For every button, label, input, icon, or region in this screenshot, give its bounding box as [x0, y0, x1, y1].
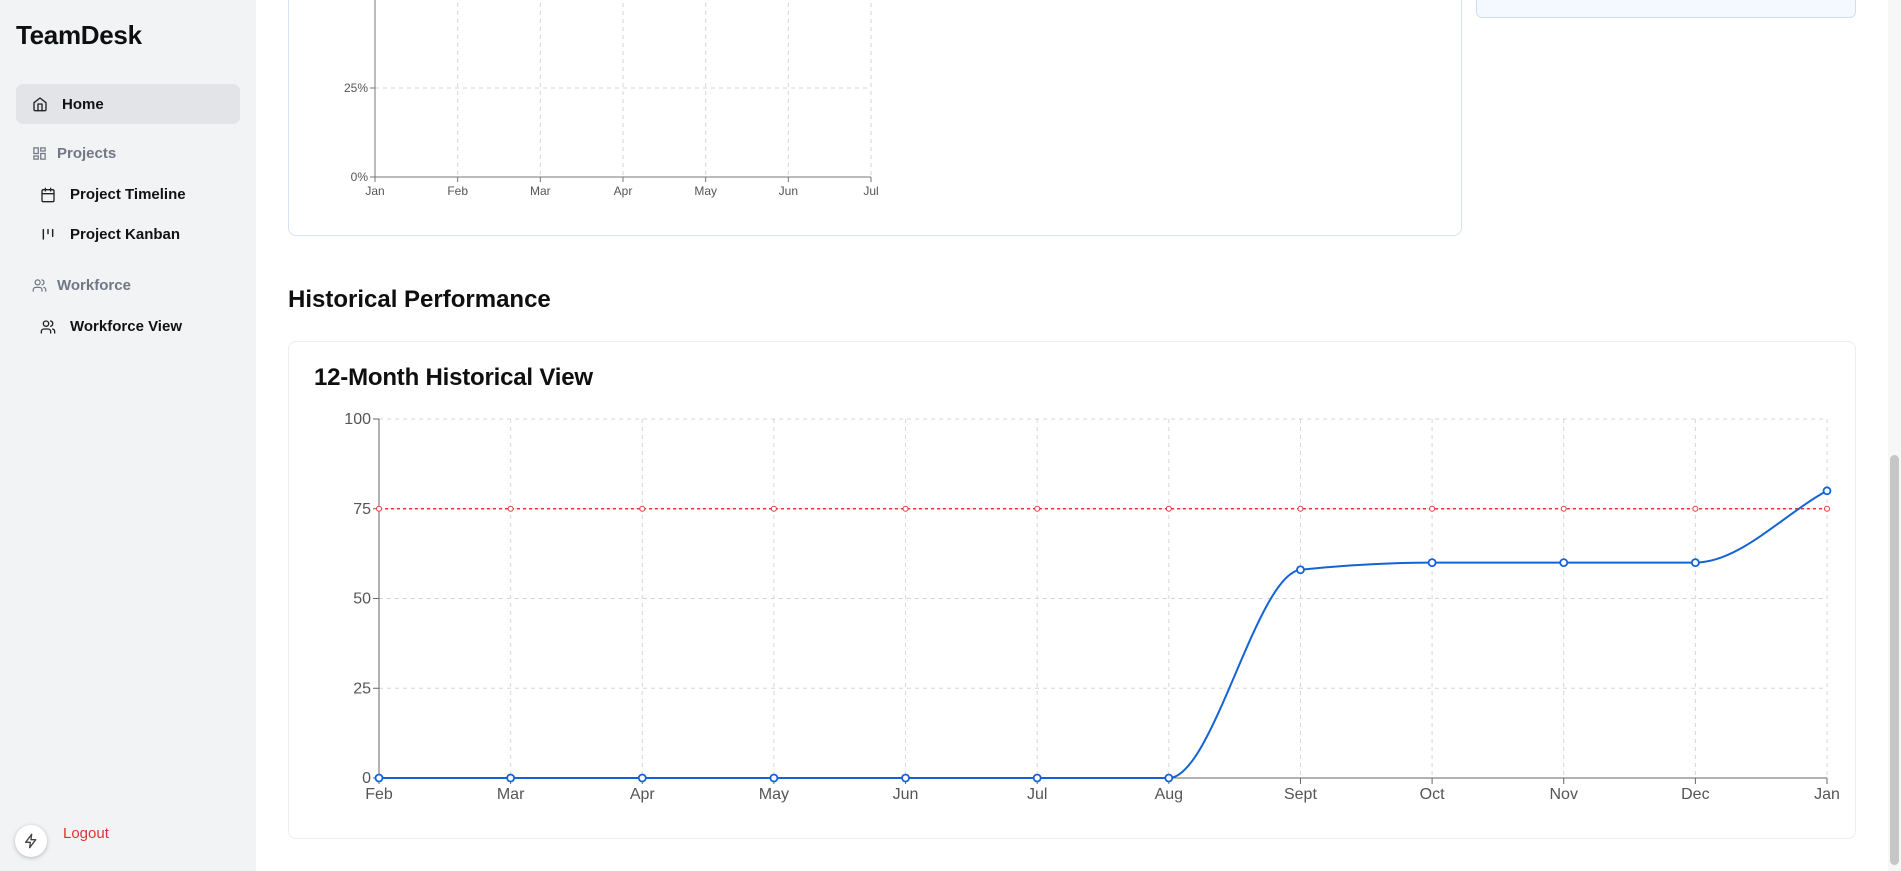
- data-point: [1559, 558, 1569, 568]
- y-tick-label: 25: [353, 680, 371, 697]
- home-icon: [33, 97, 47, 112]
- y-tick-label: 50: [353, 591, 371, 608]
- x-tick-label: Nov: [1550, 786, 1578, 803]
- x-tick-label: Jun: [893, 786, 919, 803]
- sidebar-item-workforce-view[interactable]: Workforce View: [40, 318, 182, 335]
- top-chart: Jan Feb Mar Apr May Jun Jul 0% 25%: [344, 0, 879, 198]
- users-icon: [32, 279, 47, 292]
- historical-chart-card: 12-Month Historical View Feb Mar Apr May Jun…: [288, 341, 1856, 839]
- performance-line: [379, 489, 1828, 780]
- x-tick-label: Oct: [1420, 786, 1445, 803]
- data-point: [1296, 565, 1305, 575]
- target-point: [1429, 505, 1436, 512]
- x-tick-label: Jan: [365, 184, 384, 198]
- target-point: [1692, 505, 1699, 512]
- app-logo: TeamDesk: [16, 20, 142, 50]
- data-point: [374, 773, 384, 783]
- sidebar-item-project-kanban[interactable]: Project Kanban: [40, 226, 180, 243]
- top-chart-card: Jan Feb Mar Apr May Jun Jul 0% 25%: [288, 0, 1462, 236]
- main-content: Jan Feb Mar Apr May Jun Jul 0% 25% Historical Pe…: [256, 0, 1901, 871]
- x-tick-label: Dec: [1681, 786, 1709, 803]
- x-tick-label: May: [694, 184, 717, 198]
- sidebar-section-label: Workforce: [57, 277, 131, 294]
- sidebar-section-workforce: Workforce: [32, 277, 131, 294]
- x-tick-label: Jan: [1814, 786, 1840, 803]
- x-tick-label: Mar: [497, 786, 525, 803]
- lightning-icon: [25, 833, 37, 849]
- sidebar: TeamDesk Home Projects Project Timeline …: [0, 0, 256, 871]
- x-tick-label: Jul: [1027, 786, 1047, 803]
- x-tick-label: Apr: [630, 786, 656, 803]
- x-tick-label: Mar: [530, 184, 551, 198]
- target-point: [902, 505, 909, 512]
- sidebar-item-project-timeline[interactable]: Project Timeline: [40, 186, 186, 203]
- x-tick-label: Feb: [365, 786, 393, 803]
- calendar-icon: [41, 187, 55, 202]
- x-tick-label: Aug: [1155, 786, 1183, 803]
- section-title: Historical Performance: [288, 286, 551, 313]
- data-point: [506, 773, 516, 783]
- target-point: [1034, 505, 1041, 512]
- logout-button[interactable]: Logout: [63, 825, 109, 842]
- data-point: [637, 773, 647, 783]
- data-point: [1690, 558, 1700, 568]
- x-tick-label: Feb: [447, 184, 468, 198]
- target-point: [770, 505, 777, 512]
- data-point: [1032, 773, 1042, 783]
- sidebar-item-label: Workforce View: [70, 318, 182, 335]
- dev-tools-badge[interactable]: [15, 825, 47, 857]
- x-tick-label: May: [759, 786, 789, 803]
- target-point: [507, 505, 514, 512]
- target-point: [639, 505, 646, 512]
- data-point: [1427, 558, 1437, 568]
- x-tick-label: Apr: [614, 184, 633, 198]
- x-tick-label: Jun: [779, 184, 798, 198]
- sidebar-item-label: Home: [62, 95, 104, 113]
- target-point: [1560, 505, 1567, 512]
- sidebar-item-label: Project Kanban: [70, 226, 181, 243]
- side-card: [1476, 0, 1856, 18]
- users-icon: [40, 319, 56, 334]
- scrollbar-thumb[interactable]: [1890, 455, 1899, 865]
- y-tick-label: 75: [353, 501, 371, 518]
- y-tick-label: 25%: [344, 81, 368, 95]
- data-point: [1164, 773, 1174, 783]
- data-point: [769, 773, 779, 783]
- data-point: [901, 773, 910, 783]
- y-tick-label: 0%: [351, 170, 369, 184]
- kanban-icon: [42, 228, 54, 240]
- target-point: [1824, 505, 1830, 512]
- grid-icon: [33, 147, 46, 160]
- card-title: 12-Month Historical View: [314, 364, 593, 391]
- historical-chart: Feb Mar Apr May Jun Jul Aug Sept Oct Nov Dec Jan 0 25…: [344, 411, 1840, 803]
- sidebar-section-projects: Projects: [32, 145, 116, 162]
- scrollbar[interactable]: [1888, 0, 1901, 871]
- sidebar-section-label: Projects: [57, 145, 117, 162]
- target-point: [376, 505, 382, 512]
- y-tick-label: 0: [362, 770, 371, 787]
- data-point: [1822, 486, 1832, 496]
- target-point: [1165, 505, 1172, 512]
- sidebar-item-label: Project Timeline: [70, 186, 186, 203]
- x-tick-label: Jul: [863, 184, 878, 198]
- target-point: [1297, 505, 1304, 512]
- y-tick-label: 100: [344, 411, 371, 428]
- sidebar-item-home[interactable]: Home: [16, 84, 240, 124]
- x-tick-label: Sept: [1284, 786, 1317, 803]
